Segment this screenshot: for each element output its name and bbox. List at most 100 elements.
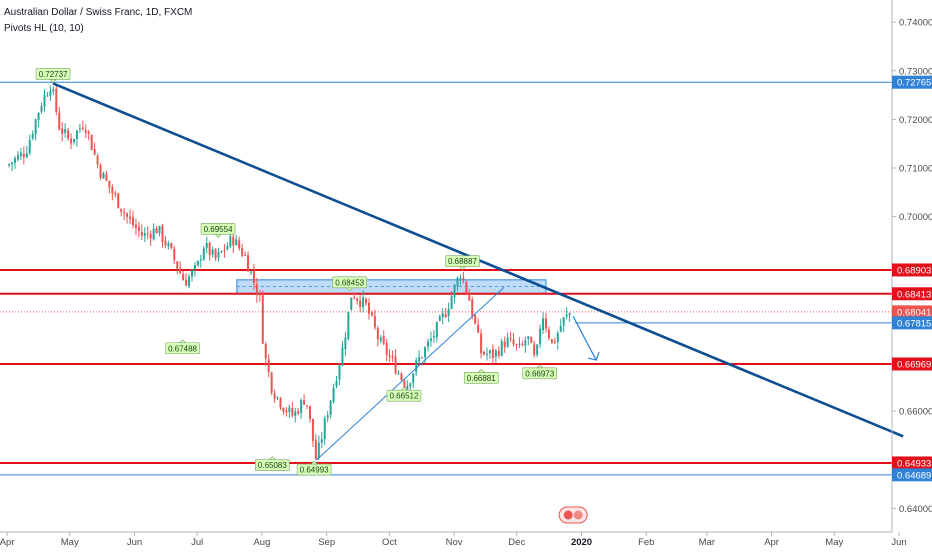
candle <box>483 350 486 356</box>
candle <box>247 251 250 272</box>
candle-body <box>249 271 252 273</box>
candle-body <box>34 119 37 135</box>
candle <box>362 290 365 313</box>
candle-body <box>96 155 99 165</box>
price-level-tag: 0.72765 <box>892 75 932 89</box>
candle <box>84 124 87 139</box>
pivot-pointer <box>400 386 408 391</box>
candle-body <box>64 129 67 133</box>
candle <box>202 245 205 261</box>
candle <box>297 408 300 416</box>
candle <box>450 290 453 310</box>
candle-body <box>300 399 303 414</box>
candle <box>559 318 562 333</box>
candle-body <box>418 357 421 362</box>
candle <box>31 130 34 141</box>
candle <box>129 209 132 225</box>
candle <box>149 230 152 246</box>
chart-title: Australian Dollar / Swiss Franc, 1D, FXC… <box>4 7 193 18</box>
candle <box>332 383 335 404</box>
pivot-value: 0.68887 <box>448 257 477 266</box>
candle-body <box>164 240 167 246</box>
candle <box>49 85 52 101</box>
candle-body <box>126 213 129 217</box>
time-tick-label: 2020 <box>571 537 592 548</box>
candle <box>497 346 500 359</box>
candle-body <box>19 152 22 157</box>
candle <box>344 331 347 356</box>
candle-body <box>382 335 385 344</box>
candle <box>255 277 258 303</box>
candle <box>356 297 359 305</box>
pivot-pointer <box>49 79 57 83</box>
candle <box>441 308 444 325</box>
pivot-label: 0.65083 <box>255 456 290 471</box>
candle-body <box>353 297 356 299</box>
candle <box>323 415 326 446</box>
candle <box>306 405 309 410</box>
candle <box>87 129 90 141</box>
event-flag-icon[interactable] <box>558 506 588 524</box>
pivot-value: 0.68453 <box>335 278 364 287</box>
candle-body <box>146 233 149 235</box>
candle-body <box>503 341 506 348</box>
candle <box>406 380 409 391</box>
candle-body <box>559 326 562 332</box>
candle <box>338 363 341 385</box>
candle <box>462 271 465 284</box>
candle-body <box>524 340 527 346</box>
price-tick-label: 0.73000 <box>899 66 932 77</box>
candle <box>335 375 338 389</box>
candle-body <box>488 350 491 354</box>
candle-body <box>421 357 424 359</box>
pivot-label: 0.69554 <box>200 223 236 238</box>
candle-body <box>344 337 347 350</box>
candle-body <box>211 249 214 255</box>
candle-body <box>317 442 320 459</box>
candle-body <box>114 192 117 195</box>
candle <box>102 171 105 179</box>
event-flag-dot <box>573 510 583 520</box>
candle <box>471 296 474 320</box>
candle-body <box>217 251 220 258</box>
candle-body <box>385 343 388 355</box>
candle-body <box>244 255 247 257</box>
candle <box>415 357 418 377</box>
candle-body <box>468 293 471 301</box>
candle <box>353 292 356 300</box>
candle <box>173 245 176 265</box>
candle-body <box>55 88 58 112</box>
pivot-pointer <box>268 456 277 460</box>
price-level-tag: 0.68041 <box>892 305 932 319</box>
candle <box>359 295 362 313</box>
candle-body <box>255 284 258 296</box>
candle-body <box>173 248 176 261</box>
candle-body <box>75 130 78 139</box>
pivot-pointer <box>536 364 544 369</box>
candle <box>400 371 403 382</box>
candle-body <box>87 131 90 134</box>
candle <box>485 347 488 361</box>
candle-body <box>99 164 102 178</box>
time-tick-label: Feb <box>638 537 654 548</box>
candle <box>509 331 512 342</box>
pivot-label: 0.72737 <box>35 68 71 83</box>
candle-body <box>270 372 273 393</box>
candle-body <box>117 193 120 209</box>
candle-body <box>562 317 565 326</box>
candle <box>190 268 193 282</box>
candle <box>565 307 568 320</box>
pivot-label: 0.64993 <box>296 460 332 476</box>
candle-body <box>205 242 208 248</box>
candle <box>16 151 19 162</box>
pivot-label: 0.66881 <box>463 368 499 384</box>
candle <box>409 382 412 392</box>
candle-body <box>238 240 241 249</box>
pivot-value: 0.69554 <box>204 225 233 234</box>
price-level-tag: 0.64933 <box>892 456 932 470</box>
time-tick-label: Apr <box>764 537 779 548</box>
candle <box>220 250 223 254</box>
candle <box>167 240 170 250</box>
